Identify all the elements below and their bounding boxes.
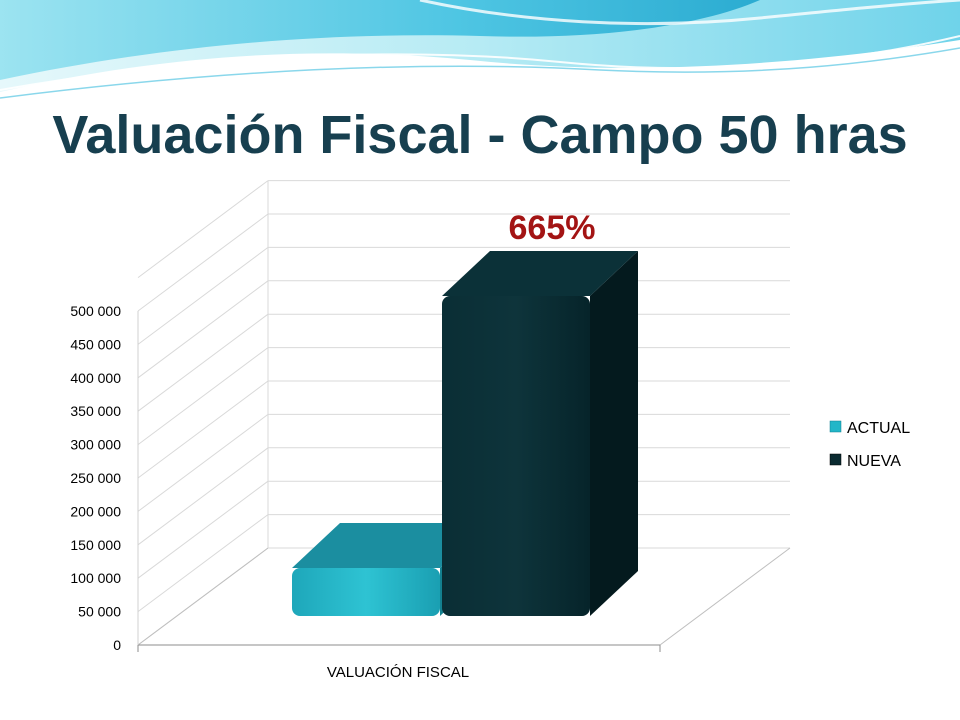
y-tick-label: 50 000 [78,604,121,620]
legend-item-nueva: NUEVA [829,453,901,470]
bar-nueva-top [442,251,638,296]
bar-actual-front [292,568,440,616]
floor-edge-left [137,547,269,646]
side-gridline [137,313,269,412]
floor-edge-right [659,547,791,646]
side-gridline [137,514,269,613]
y-tick-label: 400 000 [70,370,121,386]
legend-label-nueva: NUEVA [847,453,901,470]
legend: ACTUAL NUEVA [829,420,910,470]
y-tick-label: 200 000 [70,503,121,519]
side-gridline [137,246,269,345]
x-category-label: VALUACIÓN FISCAL [327,664,469,681]
side-gridline [137,480,269,579]
side-gridline [137,447,269,546]
bar-nueva [442,251,638,616]
y-tick-label: 500 000 [70,303,121,319]
y-axis-ticks: 0 50 000 100 000 150 000 200 000 250 000 300 0… [70,303,121,653]
y-tick-label: 350 000 [70,403,121,419]
bar-nueva-front [442,296,590,616]
bar-actual-top [292,523,488,568]
side-gridline [137,347,269,446]
side-gridline [137,280,269,379]
chart-bars [292,251,638,616]
percent-annotation: 665% [509,209,596,247]
wave-highlight [0,35,960,91]
y-tick-label: 300 000 [70,437,121,453]
legend-item-actual: ACTUAL [829,420,910,437]
side-gridline [137,380,269,479]
wave-line-3 [419,0,960,26]
legend-label-actual: ACTUAL [847,420,910,437]
legend-swatch-nueva [829,453,842,466]
side-gridline [137,213,269,312]
y-tick-label: 0 [113,637,121,653]
side-gridline [137,180,269,279]
header-wave-decoration [0,0,960,99]
slide-title: Valuación Fiscal - Campo 50 hras [52,105,908,165]
bar-nueva-side [590,251,638,616]
chart-axes [137,311,791,652]
y-tick-label: 100 000 [70,570,121,586]
y-tick-label: 450 000 [70,336,121,352]
legend-swatch-actual [829,420,842,433]
wave-line-2 [0,47,960,99]
y-tick-label: 250 000 [70,470,121,486]
side-gridline [137,413,269,512]
y-tick-label: 150 000 [70,537,121,553]
